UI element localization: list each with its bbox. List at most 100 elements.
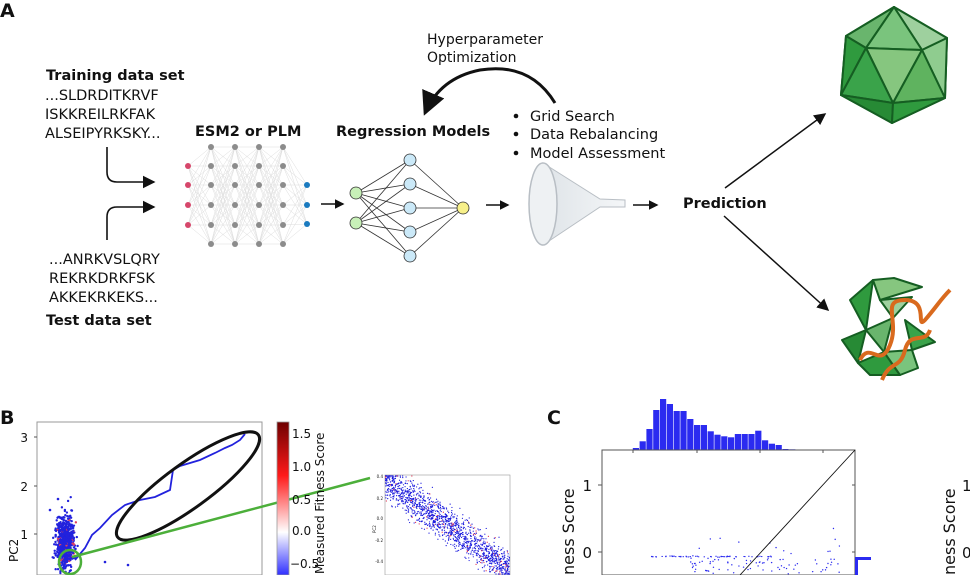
inset-point <box>387 490 390 492</box>
inset-point <box>442 534 444 536</box>
inset-point <box>496 563 499 565</box>
inset-point <box>388 484 390 486</box>
inset-point <box>396 490 398 492</box>
pca-point <box>62 544 65 547</box>
inset-point <box>433 521 436 524</box>
parity-point <box>827 562 829 565</box>
inset-point <box>451 506 453 509</box>
inset-point <box>399 496 401 498</box>
parity-point <box>820 571 822 573</box>
inset-point <box>392 476 395 478</box>
inset-point <box>428 532 430 534</box>
inset-point <box>387 498 389 500</box>
pca-point <box>65 555 69 559</box>
inset-point <box>459 542 461 544</box>
pca-point <box>57 526 61 529</box>
inset-point <box>475 563 477 566</box>
inset-point <box>494 559 496 561</box>
inset-point <box>394 486 397 488</box>
right-marginal-bar <box>855 557 871 560</box>
inset-point <box>415 503 417 506</box>
inset-point <box>453 524 455 526</box>
inset-point <box>501 548 503 551</box>
parity-point <box>727 556 729 558</box>
inset-point <box>460 529 463 531</box>
network-node <box>232 144 238 150</box>
inset-point <box>413 489 416 491</box>
inset-point <box>401 500 403 502</box>
inset-point <box>419 496 421 498</box>
parity-point <box>759 555 761 557</box>
inset-point <box>478 560 480 563</box>
inset-point <box>392 479 394 481</box>
parity-point <box>692 565 694 567</box>
inset-point <box>390 496 392 498</box>
network-node <box>208 241 214 247</box>
pca-point <box>57 524 60 527</box>
inset-point <box>465 528 467 530</box>
inset-point <box>490 546 492 548</box>
inset-point <box>449 525 451 527</box>
inset-point <box>424 521 426 523</box>
inset-point <box>457 550 459 552</box>
inset-point <box>461 526 463 528</box>
inset-point <box>439 506 442 509</box>
network-node <box>185 182 191 188</box>
parity-point <box>783 550 785 552</box>
inset-point <box>411 516 413 518</box>
inset-point <box>486 545 488 547</box>
prediction-label: Prediction <box>683 196 767 212</box>
inset-point <box>410 495 413 497</box>
network-node <box>304 221 310 227</box>
inset-point <box>501 569 503 571</box>
pca-point <box>67 523 70 526</box>
inset-point <box>415 500 417 502</box>
inset-point <box>441 531 443 533</box>
pca-point <box>68 557 72 561</box>
pca-point <box>66 517 70 520</box>
inset-point <box>448 518 451 520</box>
inset-point <box>501 573 503 575</box>
inset-point <box>449 517 452 520</box>
inset-point <box>443 521 445 523</box>
inset-point <box>388 478 390 480</box>
inset-point <box>474 527 476 529</box>
inset-point <box>449 535 451 537</box>
inset-point <box>397 503 400 505</box>
parity-point <box>834 538 836 541</box>
inset-point <box>496 570 498 572</box>
parity-point <box>682 556 684 558</box>
inset-point <box>399 498 401 500</box>
zoom-region-marker <box>57 548 83 575</box>
inset-point <box>385 491 388 493</box>
inset-point <box>399 476 402 478</box>
inset-point <box>474 551 476 553</box>
inset-point <box>430 519 432 521</box>
inset-point <box>479 547 481 549</box>
inset-point <box>452 525 454 528</box>
inset-point <box>421 505 424 507</box>
pca-trajectory <box>74 433 246 561</box>
inset-point <box>433 520 435 522</box>
inset-point <box>506 562 508 564</box>
network-node <box>280 163 286 169</box>
inset-point <box>454 540 456 542</box>
histogram-bar <box>639 441 646 450</box>
inset-point <box>458 536 460 538</box>
inset-point <box>450 532 452 534</box>
inset-point <box>430 506 432 509</box>
pca-point <box>74 547 77 551</box>
inset-point <box>458 523 460 525</box>
inset-point <box>455 532 458 535</box>
inset-point <box>504 561 507 563</box>
inset-point <box>454 513 456 515</box>
inset-point <box>412 484 414 486</box>
parity-point <box>738 565 740 567</box>
inset-point <box>446 526 448 528</box>
pca-point <box>71 531 74 535</box>
inset-point <box>458 538 460 540</box>
inset-point <box>443 527 445 529</box>
inset-point <box>439 503 441 505</box>
inset-point <box>483 540 485 542</box>
inset-point <box>437 500 439 502</box>
